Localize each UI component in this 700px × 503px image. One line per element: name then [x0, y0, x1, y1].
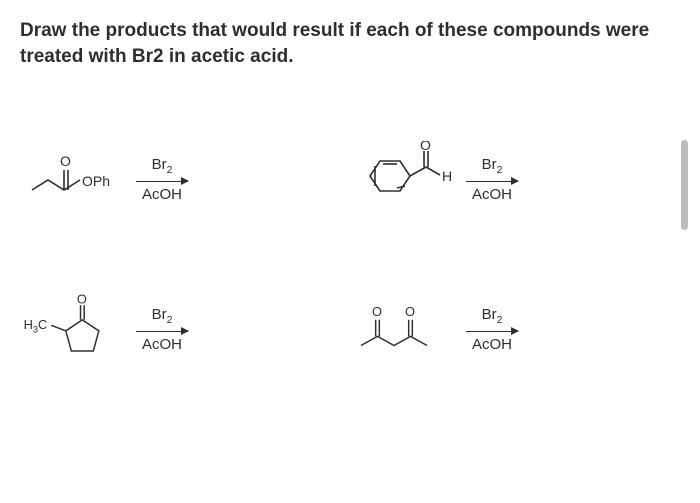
reagent-block-3: Br2 AcOH: [136, 306, 188, 354]
reaction-row-2: O H3C Br2 AcOH O O: [20, 289, 680, 369]
reaction-arrow-2: [466, 181, 518, 183]
structure-2: O H: [350, 139, 460, 219]
methyl-label: H3C: [24, 317, 48, 335]
carbonyl-o-1: O: [60, 153, 71, 169]
reaction-arrow-1: [136, 181, 188, 183]
carbonyl-o-4a: O: [372, 304, 382, 319]
reagent-block-1: Br2 AcOH: [136, 156, 188, 204]
reagent-bottom-2: AcOH: [472, 186, 512, 203]
reaction-2: O H Br2 AcOH: [350, 139, 680, 219]
reagent-top-4: Br2: [482, 306, 503, 326]
reaction-row-1: O OPh Br2 AcOH: [20, 139, 680, 219]
reagent-top-1: Br2: [152, 156, 173, 176]
aldehyde-h: H: [442, 168, 452, 184]
reaction-4: O O Br2 AcOH: [350, 289, 680, 369]
reaction-1: O OPh Br2 AcOH: [20, 139, 350, 219]
question-text: Draw the products that would result if e…: [20, 18, 680, 69]
reagent-bottom-4: AcOH: [472, 336, 512, 353]
reagent-top-2: Br2: [482, 156, 503, 176]
scrollbar-thumb[interactable]: [681, 140, 688, 230]
reagent-block-2: Br2 AcOH: [466, 156, 518, 204]
reagent-top-3: Br2: [152, 306, 173, 326]
reaction-3: O H3C Br2 AcOH: [20, 289, 350, 369]
carbonyl-o-3: O: [77, 292, 87, 307]
reagent-bottom-3: AcOH: [142, 336, 182, 353]
structure-1: O OPh: [20, 139, 130, 219]
reaction-arrow-3: [136, 331, 188, 333]
carbonyl-o-4b: O: [405, 304, 415, 319]
structure-4: O O: [350, 289, 460, 369]
oph-label: OPh: [82, 173, 110, 189]
reagent-block-4: Br2 AcOH: [466, 306, 518, 354]
carbonyl-o-2: O: [420, 141, 431, 153]
reaction-arrow-4: [466, 331, 518, 333]
reagent-bottom-1: AcOH: [142, 186, 182, 203]
structure-3: O H3C: [20, 289, 130, 369]
